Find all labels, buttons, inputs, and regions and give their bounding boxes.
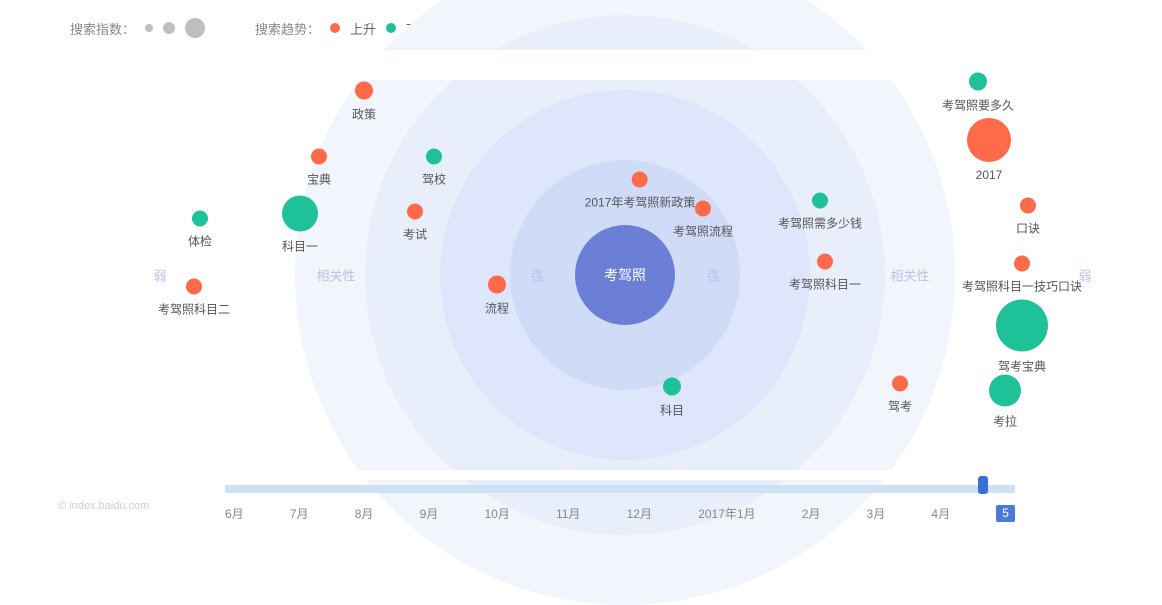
node-label: 科目一 (282, 238, 318, 255)
keyword-node[interactable]: 科目一 (282, 196, 318, 255)
keyword-node[interactable]: 2017 (967, 118, 1011, 182)
search-index-label: 搜索指数： (70, 19, 135, 38)
timeline-tick[interactable]: 12月 (627, 505, 652, 522)
timeline-tick[interactable]: 3月 (867, 505, 886, 522)
bubble-icon (192, 211, 208, 227)
keyword-node[interactable]: 科目 (660, 378, 684, 419)
timeline-tick[interactable]: 9月 (420, 505, 439, 522)
node-label: 驾考宝典 (998, 358, 1046, 375)
timeline-tick[interactable]: 4月 (931, 505, 950, 522)
timeline-tick[interactable]: 6月 (225, 505, 244, 522)
node-label: 体检 (188, 233, 212, 250)
bubble-icon (426, 149, 442, 165)
keyword-node[interactable]: 考驾照科目二 (158, 279, 230, 318)
bubble-icon (969, 73, 987, 91)
node-label: 考驾照科目一技巧口诀 (962, 278, 1082, 295)
radial-chart: 弱相关性强强相关性弱考驾照政策宝典驾校考试科目一体检考驾照科目二流程2017年考… (0, 50, 1162, 480)
center-node: 考驾照 (575, 225, 675, 325)
timeline-tick[interactable]: 5 (996, 505, 1015, 522)
keyword-node[interactable]: 考试 (403, 204, 427, 243)
keyword-node[interactable]: 驾考 (888, 376, 912, 415)
node-label: 考拉 (993, 413, 1017, 430)
search-trend-label: 搜索趋势： (255, 19, 320, 38)
timeline-labels: 6月 7月 8月 9月 10月 11月 12月 2017年1月 2月 3月 4月 5 (225, 505, 1015, 522)
bubble-icon (1020, 198, 1036, 214)
bubble-icon (663, 378, 681, 396)
keyword-node[interactable]: 驾考宝典 (996, 300, 1048, 375)
bubble-icon (1014, 256, 1030, 272)
node-label: 考驾照需多少钱 (778, 215, 862, 232)
node-label: 考驾照科目二 (158, 301, 230, 318)
timeline-slider[interactable] (225, 482, 1015, 496)
keyword-node[interactable]: 考驾照流程 (673, 201, 733, 240)
bubble-icon (989, 375, 1021, 407)
bubble-icon (892, 376, 908, 392)
timeline-handle[interactable] (978, 476, 988, 494)
bubble-icon (311, 149, 327, 165)
trend-up-dot (330, 23, 340, 33)
keyword-node[interactable]: 考驾照科目一 (789, 254, 861, 293)
node-label: 考驾照科目一 (789, 276, 861, 293)
trend-up-label: 上升 (350, 19, 376, 38)
timeline-tick[interactable]: 7月 (290, 505, 309, 522)
bubble-icon (407, 204, 423, 220)
timeline-tick[interactable]: 10月 (484, 505, 509, 522)
keyword-node[interactable]: 驾校 (422, 149, 446, 188)
bubble-icon (695, 201, 711, 217)
keyword-node[interactable]: 口诀 (1016, 198, 1040, 237)
node-label: 宝典 (307, 171, 331, 188)
watermark: © index.baidu.com (58, 500, 149, 512)
keyword-node[interactable]: 政策 (352, 82, 376, 123)
bubble-icon (996, 300, 1048, 352)
keyword-node[interactable]: 流程 (485, 276, 509, 317)
bubble-icon (282, 196, 318, 232)
timeline-tick[interactable]: 2月 (802, 505, 821, 522)
node-label: 口诀 (1016, 220, 1040, 237)
node-label: 考试 (403, 226, 427, 243)
bubble-icon (355, 82, 373, 100)
size-sample-medium (163, 22, 175, 34)
bubble-icon (186, 279, 202, 295)
bubble-icon (817, 254, 833, 270)
keyword-node[interactable]: 考驾照科目一技巧口诀 (962, 256, 1082, 295)
keyword-node[interactable]: 考拉 (989, 375, 1021, 430)
bubble-icon (488, 276, 506, 294)
node-label: 流程 (485, 300, 509, 317)
size-sample-small (145, 24, 153, 32)
bubble-icon (632, 172, 648, 188)
bubble-icon (967, 118, 1011, 162)
node-label: 2017 (976, 168, 1003, 182)
keyword-node[interactable]: 考驾照需多少钱 (778, 193, 862, 232)
bubble-icon (812, 193, 828, 209)
timeline-tick[interactable]: 2017年1月 (698, 505, 755, 522)
keyword-node[interactable]: 考驾照要多久 (942, 73, 1014, 114)
legend: 搜索指数： 搜索趋势： 上升 下降 (70, 18, 432, 38)
node-label: 政策 (352, 106, 376, 123)
trend-down-dot (386, 23, 396, 33)
keyword-node[interactable]: 宝典 (307, 149, 331, 188)
timeline-track[interactable] (225, 485, 1015, 493)
node-label: 科目 (660, 402, 684, 419)
keyword-node[interactable]: 体检 (188, 211, 212, 250)
node-label: 考驾照要多久 (942, 97, 1014, 114)
timeline-tick[interactable]: 8月 (355, 505, 374, 522)
node-label: 考驾照流程 (673, 223, 733, 240)
node-label: 驾考 (888, 398, 912, 415)
timeline-tick[interactable]: 11月 (556, 505, 580, 522)
size-sample-large (185, 18, 205, 38)
node-label: 驾校 (422, 171, 446, 188)
